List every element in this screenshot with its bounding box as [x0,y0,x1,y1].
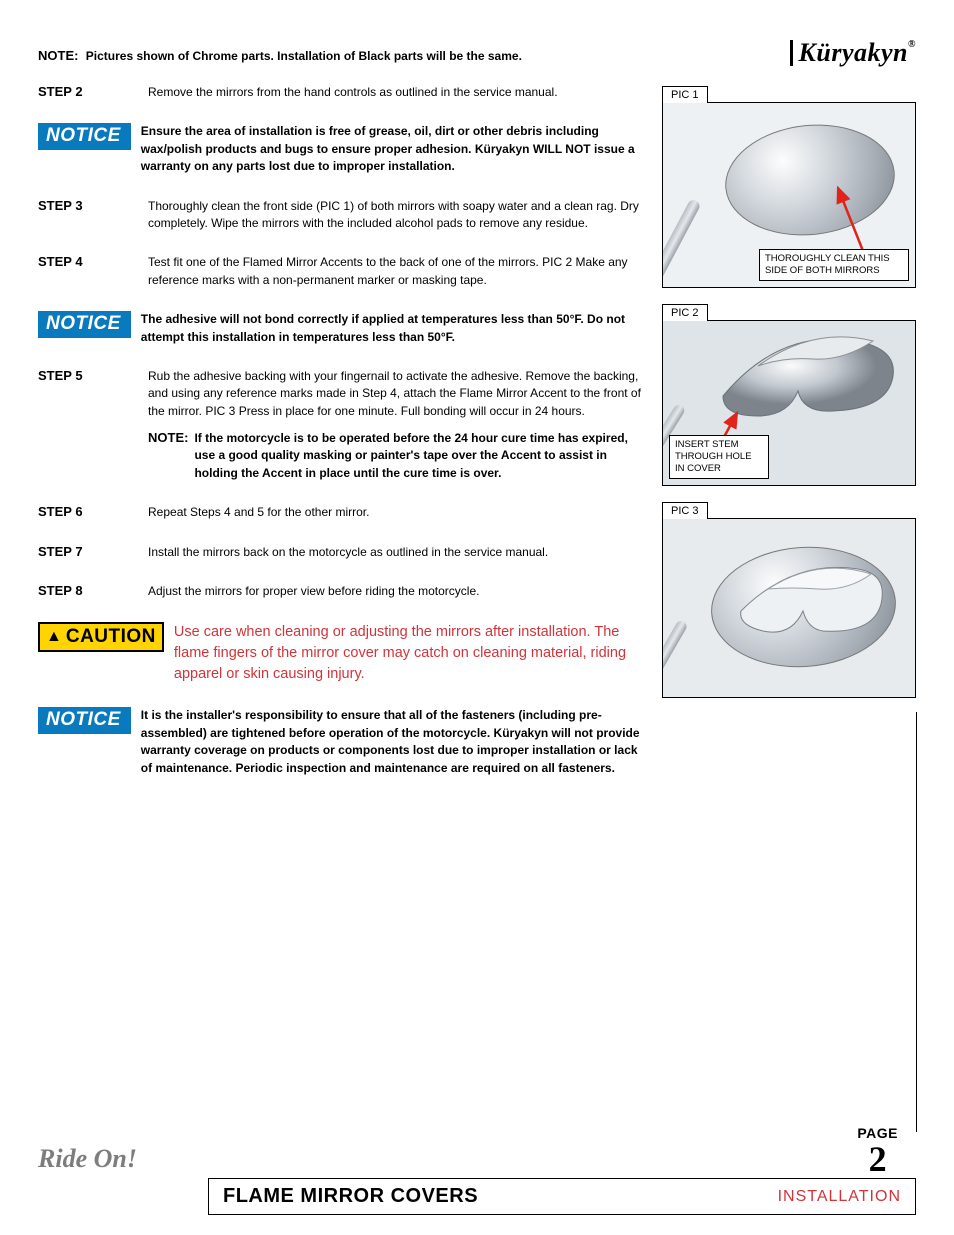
warning-triangle-icon: ▲ [46,629,62,645]
step-label: STEP 5 [38,368,130,420]
step-2: STEP 2 Remove the mirrors from the hand … [38,84,644,101]
inline-note-body: If the motorcycle is to be operated befo… [194,430,644,482]
notice-body: It is the installer's responsibility to … [141,707,644,777]
step-label: STEP 4 [38,254,130,289]
product-title: FLAME MIRROR COVERS [223,1185,478,1208]
vertical-rule [916,712,917,1132]
inline-note-label: NOTE: [148,430,188,482]
step-body: Repeat Steps 4 and 5 for the other mirro… [148,504,644,521]
step-4: STEP 4 Test fit one of the Flamed Mirror… [38,254,644,289]
top-note: NOTE: Pictures shown of Chrome parts. In… [38,48,790,63]
pic-label: PIC 3 [662,502,708,519]
cure-time-note: NOTE: If the motorcycle is to be operate… [148,430,644,482]
step-7: STEP 7 Install the mirrors back on the m… [38,544,644,561]
notice-3: NOTICE It is the installer's responsibil… [38,707,644,777]
pictures-column: PIC 1 THOROUGHLY CLEAN THIS SIDE OF BOTH… [662,84,916,1132]
step-8: STEP 8 Adjust the mirrors for proper vie… [38,583,644,600]
step-5: STEP 5 Rub the adhesive backing with you… [38,368,644,420]
ride-on-tagline: Ride On! [38,1144,916,1174]
doc-type: INSTALLATION [778,1188,901,1206]
step-body: Install the mirrors back on the motorcyc… [148,544,644,561]
caution-block: ▲ CAUTION Use care when cleaning or adju… [38,622,644,685]
notice-2: NOTICE The adhesive will not bond correc… [38,311,644,346]
caution-label: CAUTION [66,626,156,648]
notice-body: Ensure the area of installation is free … [141,123,644,175]
flame-accent-illustration [663,519,916,698]
step-6: STEP 6 Repeat Steps 4 and 5 for the othe… [38,504,644,521]
caution-badge: ▲ CAUTION [38,622,164,652]
notice-badge: NOTICE [38,311,131,338]
step-label: STEP 7 [38,544,130,561]
pic-caption: THOROUGHLY CLEAN THIS SIDE OF BOTH MIRRO… [759,249,909,281]
step-label: STEP 8 [38,583,130,600]
notice-1: NOTICE Ensure the area of installation i… [38,123,644,175]
step-label: STEP 2 [38,84,130,101]
top-note-body: Pictures shown of Chrome parts. Installa… [86,49,522,63]
pic-label: PIC 2 [662,304,708,321]
pic-1-frame: THOROUGHLY CLEAN THIS SIDE OF BOTH MIRRO… [662,102,916,288]
pic-label: PIC 1 [662,86,708,103]
title-bar: FLAME MIRROR COVERS INSTALLATION [208,1178,916,1215]
step-3: STEP 3 Thoroughly clean the front side (… [38,198,644,233]
step-body: Adjust the mirrors for proper view befor… [148,583,644,600]
step-label: STEP 6 [38,504,130,521]
pic-1-block: PIC 1 THOROUGHLY CLEAN THIS SIDE OF BOTH… [662,84,916,288]
caution-body: Use care when cleaning or adjusting the … [174,622,644,685]
pic-3-block: PIC 3 [662,500,916,698]
step-label: STEP 3 [38,198,130,233]
pic-caption: INSERT STEM THROUGH HOLE IN COVER [669,435,769,479]
pic-3-frame [662,518,916,698]
pic-2-frame: INSERT STEM THROUGH HOLE IN COVER [662,320,916,486]
pic-2-block: PIC 2 INSERT STEM THROUGH HOLE IN COVER [662,302,916,486]
step-body: Rub the adhesive backing with your finge… [148,368,644,420]
notice-badge: NOTICE [38,123,131,150]
top-note-label: NOTE: [38,48,78,63]
step-body: Remove the mirrors from the hand control… [148,84,644,101]
instructions-column: STEP 2 Remove the mirrors from the hand … [38,84,644,1132]
notice-badge: NOTICE [38,707,131,734]
step-body: Thoroughly clean the front side (PIC 1) … [148,198,644,233]
footer: Ride On! FLAME MIRROR COVERS INSTALLATIO… [38,1144,916,1215]
notice-body: The adhesive will not bond correctly if … [141,311,644,346]
step-body: Test fit one of the Flamed Mirror Accent… [148,254,644,289]
brand-logo: Küryakyn® [790,40,916,66]
